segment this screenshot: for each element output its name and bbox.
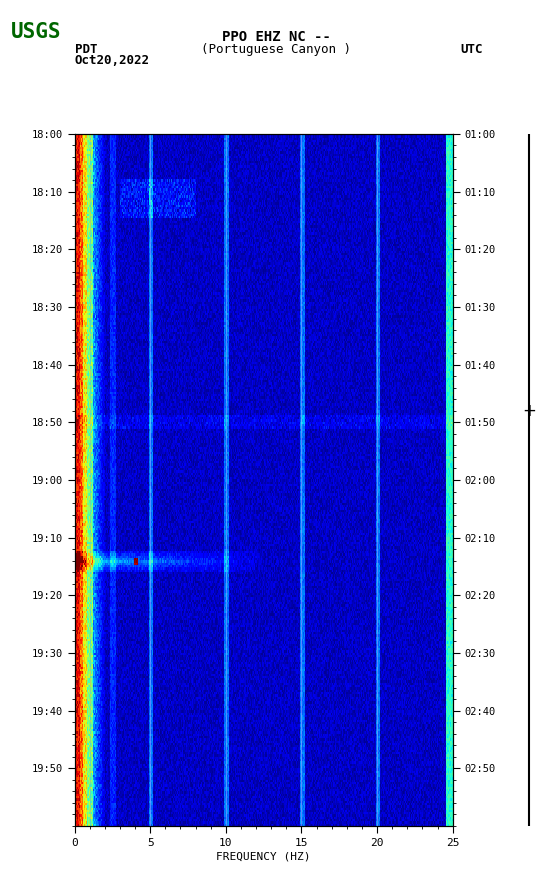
Text: +: +	[522, 402, 537, 420]
X-axis label: FREQUENCY (HZ): FREQUENCY (HZ)	[216, 852, 311, 862]
Text: PDT: PDT	[75, 43, 97, 56]
Text: (Portuguese Canyon ): (Portuguese Canyon )	[201, 43, 351, 56]
Text: PPO EHZ NC --: PPO EHZ NC --	[221, 30, 331, 45]
Text: Oct20,2022: Oct20,2022	[75, 54, 150, 67]
Text: USGS: USGS	[11, 22, 61, 42]
Text: UTC: UTC	[460, 43, 483, 56]
